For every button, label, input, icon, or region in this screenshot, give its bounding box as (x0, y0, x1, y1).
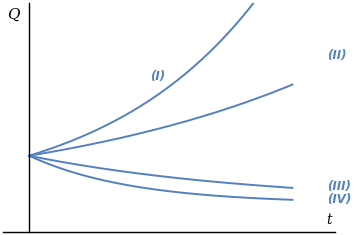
Text: (II): (II) (327, 49, 346, 62)
Text: Q: Q (7, 8, 20, 22)
Text: (IV): (IV) (327, 193, 351, 206)
Text: (I): (I) (150, 70, 165, 83)
Text: t: t (326, 213, 332, 227)
Text: (III): (III) (327, 180, 350, 193)
